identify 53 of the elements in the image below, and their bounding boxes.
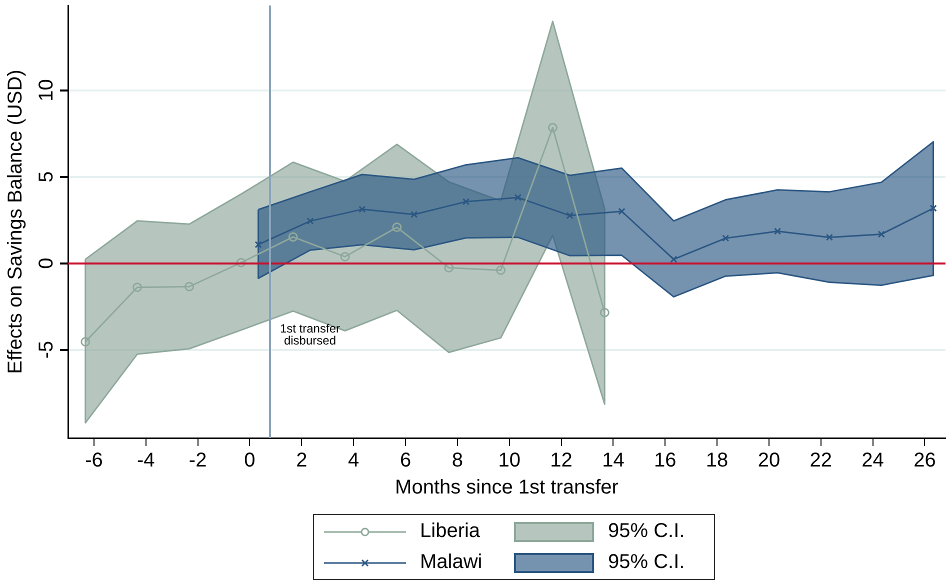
x-tick-label: 4 <box>348 450 360 472</box>
point <box>340 252 350 262</box>
legend-label: Malawi <box>420 551 482 574</box>
x-tick-label: 6 <box>400 450 412 472</box>
x-tick-label: 12 <box>550 450 572 472</box>
point <box>392 222 402 232</box>
x-tick-label: 2 <box>296 450 308 472</box>
y-tick-label: 5 <box>36 171 58 182</box>
point <box>236 258 246 268</box>
point <box>878 230 885 238</box>
point <box>462 198 470 206</box>
x-tick-label: 18 <box>706 450 728 472</box>
point <box>774 228 782 235</box>
point <box>80 337 90 347</box>
y-tick-label: -5 <box>36 340 58 359</box>
y-tick-label: 0 <box>36 258 58 269</box>
point <box>254 241 262 248</box>
x-tick-label: 20 <box>758 450 780 472</box>
text: 95% C.I. <box>608 520 685 543</box>
point <box>358 206 366 213</box>
legend-label: Liberia <box>420 520 480 543</box>
ref-line-label: 1st transfer disbursed <box>280 321 340 348</box>
y-tick-label: 10 <box>36 79 58 102</box>
x-tick-label: -2 <box>188 450 207 472</box>
x-axis-title: Months since 1st transfer <box>395 476 619 499</box>
point <box>306 217 314 225</box>
point <box>496 265 506 275</box>
x-tick-label: 16 <box>654 450 676 472</box>
point <box>618 208 626 215</box>
point <box>722 234 730 242</box>
point <box>132 282 142 292</box>
x-tick-label: 0 <box>244 450 256 472</box>
point <box>514 194 522 202</box>
x-tick-label: 10 <box>498 450 520 472</box>
x-tick-label: -4 <box>136 450 155 472</box>
x-tick-label: 14 <box>602 450 624 472</box>
x-tick-label: 24 <box>862 450 884 472</box>
point <box>930 204 937 212</box>
x-tick-label: 8 <box>452 450 463 472</box>
point <box>184 282 194 292</box>
point <box>566 212 574 220</box>
point <box>548 122 558 132</box>
x-tick-label: 22 <box>810 450 832 472</box>
point <box>410 210 418 218</box>
point <box>600 308 610 318</box>
x-tick-label: -6 <box>85 450 103 472</box>
point <box>288 232 298 242</box>
y-axis-title: Effects on Savings Balance (USD) <box>4 70 27 374</box>
x-tick-label: 26 <box>914 450 936 472</box>
text: 95% C.I. <box>608 551 685 574</box>
point <box>444 263 454 273</box>
point <box>826 234 834 241</box>
point <box>670 256 678 263</box>
